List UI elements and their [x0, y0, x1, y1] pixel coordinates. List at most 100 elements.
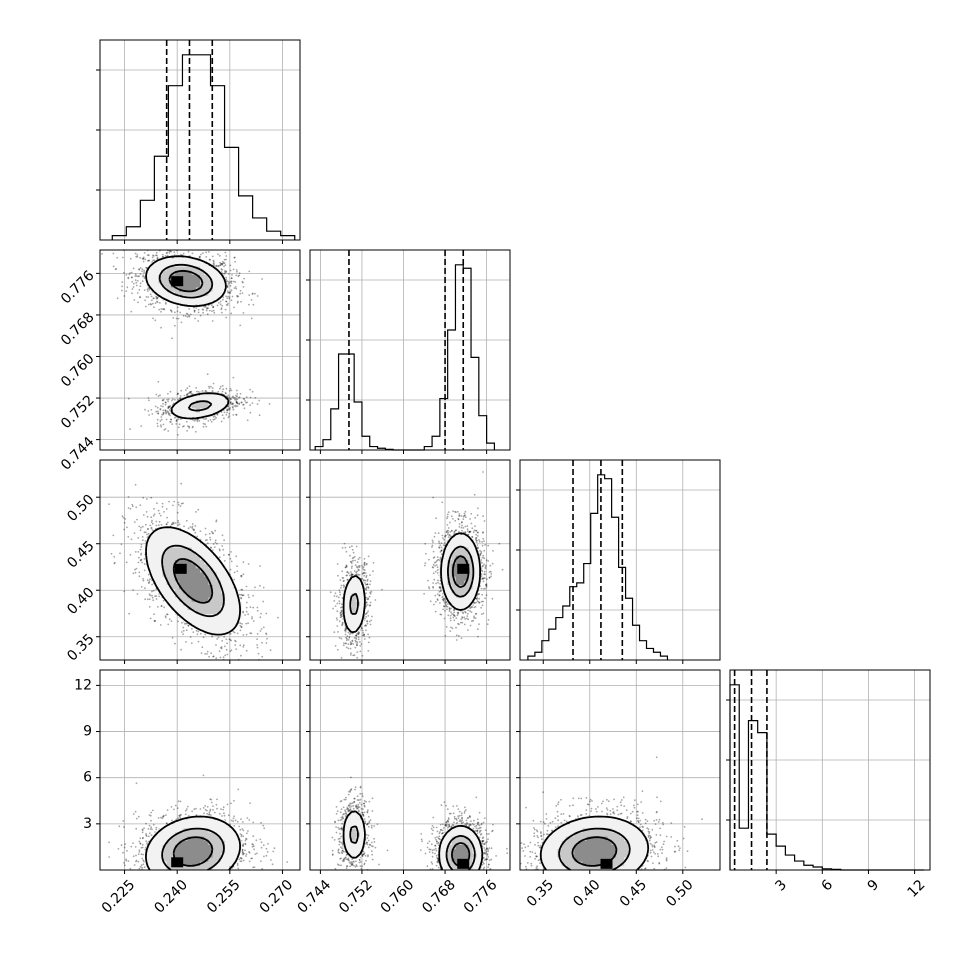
scatter-point — [219, 264, 222, 267]
scatter-point — [622, 796, 625, 799]
density-cell — [351, 622, 357, 627]
scatter-point — [386, 849, 389, 852]
scatter-point — [619, 801, 622, 804]
scatter-point — [469, 816, 471, 819]
scatter-point — [251, 843, 254, 845]
scatter-point — [157, 410, 159, 413]
scatter-point — [246, 832, 248, 835]
scatter-point — [533, 835, 536, 838]
density-cell — [166, 568, 172, 573]
scatter-point — [251, 617, 253, 620]
scatter-point — [434, 844, 437, 847]
scatter-point — [148, 287, 151, 290]
scatter-point — [452, 812, 455, 815]
scatter-point — [238, 274, 241, 277]
density-cell — [628, 861, 633, 867]
density-cell — [154, 853, 159, 858]
scatter-point — [184, 315, 187, 317]
scatter-point — [218, 302, 220, 304]
scatter-point — [186, 429, 189, 432]
density-cell — [225, 601, 230, 607]
density-cell — [599, 849, 604, 854]
scatter-point — [139, 273, 142, 275]
scatter-point — [236, 864, 239, 867]
scatter-point — [340, 637, 343, 640]
scatter-point — [483, 847, 486, 849]
density-cell — [154, 560, 159, 565]
density-cell — [347, 845, 352, 850]
density-cell — [195, 857, 201, 862]
scatter-point — [135, 827, 138, 830]
scatter-point — [191, 628, 193, 630]
scatter-point — [366, 598, 369, 601]
density-cell — [578, 845, 583, 850]
density-cell — [195, 543, 201, 548]
scatter-point — [481, 544, 484, 547]
scatter-point — [186, 387, 189, 390]
scatter-point — [337, 849, 340, 852]
density-cell — [183, 580, 188, 586]
density-cell — [166, 832, 172, 837]
density-cell — [183, 543, 188, 548]
scatter-point — [161, 413, 164, 416]
scatter-point — [601, 810, 603, 813]
density-cell — [162, 593, 167, 598]
scatter-point — [436, 842, 439, 845]
scatter-point — [240, 654, 242, 657]
scatter-point — [228, 296, 231, 298]
scatter-point — [661, 852, 663, 854]
scatter-point — [428, 840, 431, 843]
density-cell — [200, 404, 205, 409]
density-cell — [233, 836, 238, 842]
scatter-point — [210, 546, 212, 549]
density-cell — [212, 568, 217, 573]
scatter-point — [495, 855, 497, 857]
scatter-point — [156, 301, 159, 304]
scatter-point — [151, 302, 154, 305]
density-cell — [187, 824, 192, 829]
density-cell — [229, 836, 234, 842]
scatter-point — [166, 613, 169, 616]
scatter-point — [152, 809, 154, 812]
density-cell — [565, 857, 571, 862]
scatter-point — [229, 632, 232, 635]
density-cell — [599, 853, 604, 858]
scatter-point — [242, 646, 245, 648]
scatter-point — [162, 402, 164, 405]
axes-frame — [99, 39, 301, 241]
scatter-point — [335, 826, 337, 828]
scatter-point — [164, 401, 167, 404]
scatter-point — [256, 638, 258, 640]
scatter-point — [256, 403, 259, 405]
scatter-point — [229, 290, 232, 293]
scatter-point — [139, 559, 142, 562]
scatter-point — [371, 797, 374, 800]
scatter-point — [355, 640, 357, 643]
scatter-point — [210, 421, 213, 423]
density-cell — [447, 547, 452, 552]
density-cell — [191, 287, 197, 292]
scatter-point — [234, 639, 236, 642]
scatter-point — [223, 272, 225, 275]
scatter-point — [520, 842, 523, 844]
scatter-point — [656, 853, 659, 855]
scatter-point — [121, 281, 124, 283]
density-cell — [565, 824, 571, 829]
scatter-point — [352, 556, 355, 559]
scatter-point — [475, 533, 478, 536]
scatter-point — [344, 629, 347, 631]
scatter-point — [227, 407, 230, 410]
density-cell — [590, 845, 596, 850]
scatter-point — [191, 393, 194, 395]
density-cell — [162, 539, 167, 544]
scatter-point — [139, 548, 142, 551]
scatter-point — [163, 308, 166, 311]
scatter-point — [439, 823, 442, 826]
density-cell — [200, 605, 205, 611]
density-cell — [191, 849, 197, 854]
scatter-point — [172, 398, 174, 401]
scatter-point — [213, 418, 216, 420]
scatter-point — [161, 399, 164, 402]
scatter-point — [259, 838, 262, 841]
density-cell — [154, 530, 159, 536]
